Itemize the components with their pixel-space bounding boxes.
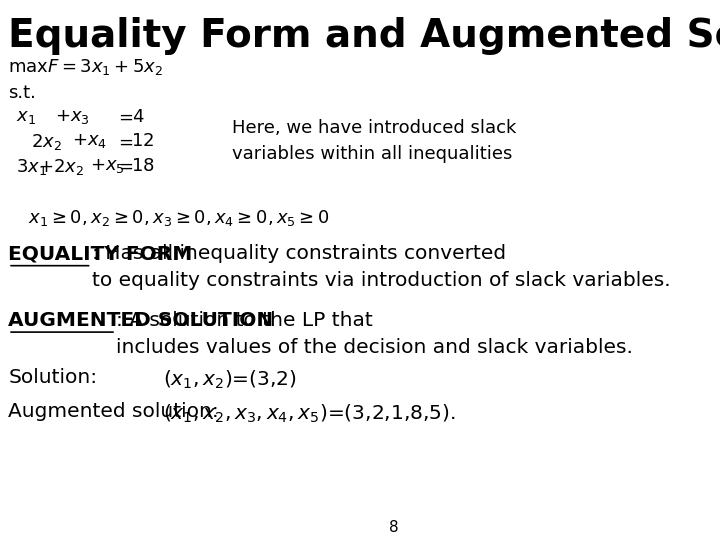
Text: $3x_1$: $3x_1$	[17, 157, 48, 177]
Text: $18$: $18$	[131, 157, 155, 174]
Text: : Has all inequality constraints converted
to equality constraints via introduct: : Has all inequality constraints convert…	[91, 244, 670, 291]
Text: $+ x_4$: $+ x_4$	[73, 132, 107, 150]
Text: Equality Form and Augmented Solution: Equality Form and Augmented Solution	[8, 17, 720, 55]
Text: $12$: $12$	[131, 132, 154, 150]
Text: EQUALITY FORM: EQUALITY FORM	[8, 244, 192, 263]
Text: Solution:: Solution:	[8, 368, 97, 387]
Text: AUGMENTED SOLUTION: AUGMENTED SOLUTION	[8, 310, 274, 329]
Text: $+ x_3$: $+ x_3$	[55, 108, 89, 126]
Text: s.t.: s.t.	[8, 84, 36, 102]
Text: $(x_1,x_2)$=(3,2): $(x_1,x_2)$=(3,2)	[163, 368, 297, 390]
Text: Augmented solution:: Augmented solution:	[8, 402, 219, 421]
Text: 8: 8	[389, 519, 399, 535]
Text: $+ x_5$: $+ x_5$	[90, 157, 125, 174]
Text: Here, we have introduced slack
variables within all inequalities: Here, we have introduced slack variables…	[232, 119, 516, 163]
Text: $x_1$: $x_1$	[17, 108, 36, 126]
Text: $(x_1,x_2, x_3, x_4, x_5)$=(3,2,1,8,5).: $(x_1,x_2, x_3, x_4, x_5)$=(3,2,1,8,5).	[163, 402, 455, 424]
Text: $x_1 \geq 0, x_2 \geq 0, x_3 \geq 0, x_4 \geq 0, x_5 \geq 0$: $x_1 \geq 0, x_2 \geq 0, x_3 \geq 0, x_4…	[29, 208, 330, 228]
Text: $2x_2$: $2x_2$	[30, 132, 61, 152]
Text: : A solution to the LP that
includes values of the decision and slack variables.: : A solution to the LP that includes val…	[116, 310, 633, 357]
Text: $=$: $=$	[114, 108, 133, 126]
Text: $=$: $=$	[114, 157, 133, 174]
Text: $4$: $4$	[132, 108, 145, 126]
Text: $=$: $=$	[114, 132, 133, 150]
Text: $+ 2x_2$: $+ 2x_2$	[38, 157, 84, 177]
Text: $\max F = 3x_1 + 5x_2$: $\max F = 3x_1 + 5x_2$	[8, 57, 163, 77]
